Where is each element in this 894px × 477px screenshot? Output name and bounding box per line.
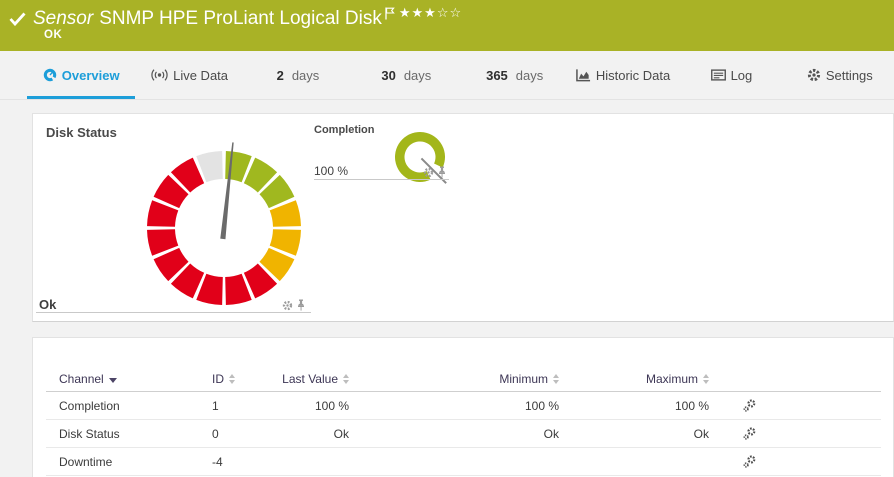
status-badge: OK — [44, 29, 63, 41]
edit-channel-icon[interactable] — [743, 399, 756, 412]
tab-label: Overview — [61, 67, 120, 83]
sort-both-icon — [343, 374, 349, 384]
pin-icon[interactable] — [296, 299, 306, 311]
table-row-disk-status[interactable]: Disk Status 0 Ok Ok Ok — [46, 420, 881, 448]
edit-channel-icon[interactable] — [743, 455, 756, 468]
sensor-titlebar: Sensor SNMP HPE ProLiant Logical Disk ★★… — [0, 0, 894, 51]
page-title: SNMP HPE ProLiant Logical Disk — [99, 8, 382, 29]
table-row-completion[interactable]: Completion 1 100 % 100 % 100 % — [46, 392, 881, 420]
tab-365-days[interactable]: 365 days — [486, 67, 544, 83]
sort-both-icon — [229, 374, 235, 384]
divider — [314, 179, 449, 180]
sort-both-icon — [553, 374, 559, 384]
completion-value: 100 % — [314, 164, 349, 178]
overview-panel: Disk Status Ok Completion 100 % — [32, 113, 894, 322]
channel-id: -4 — [212, 454, 223, 469]
gear-icon — [807, 68, 820, 82]
last-value: 100 % — [314, 398, 349, 413]
divider — [36, 312, 311, 313]
disk-status-gauge-title: Disk Status — [46, 125, 117, 140]
channel-name: Completion — [59, 398, 120, 413]
object-type-label: Sensor — [33, 8, 94, 29]
maximum-value: 100 % — [674, 398, 709, 413]
channel-table-panel: Channel ID Last Value Minimum Maximum — [32, 337, 894, 477]
edit-channel-icon[interactable] — [743, 427, 756, 440]
tab-settings[interactable]: Settings — [786, 51, 894, 99]
tab-historic-data[interactable]: Historic Data — [569, 51, 677, 99]
tab-label: Settings — [825, 67, 873, 83]
minimum-value: 100 % — [524, 398, 559, 413]
channel-name: Disk Status — [59, 426, 120, 441]
sort-both-icon — [703, 374, 709, 384]
priority-flag-icon[interactable] — [385, 7, 395, 25]
sort-desc-icon — [108, 377, 117, 383]
tab-2-days[interactable]: 2 days — [276, 67, 320, 83]
tab-live-data[interactable]: Live Data — [135, 51, 243, 99]
star-rating[interactable]: ★★★☆☆ — [398, 6, 463, 21]
gauge-icon — [43, 68, 56, 82]
tab-overview[interactable]: Overview — [27, 51, 136, 99]
tab-bar: Overview Live Data 2 days 30 days 365 da… — [0, 51, 894, 100]
tab-label: Historic Data — [595, 67, 671, 83]
chart-icon — [576, 69, 590, 82]
disk-status-value: Ok — [39, 297, 57, 312]
minimum-value: Ok — [543, 426, 559, 441]
tab-log[interactable]: Log — [677, 51, 785, 99]
channel-id: 0 — [212, 426, 219, 441]
last-value: Ok — [333, 426, 349, 441]
live-data-icon — [151, 69, 168, 81]
column-header-id[interactable]: ID — [209, 372, 279, 386]
channel-id: 1 — [212, 398, 219, 413]
column-header-channel[interactable]: Channel — [46, 372, 209, 386]
log-icon — [710, 69, 726, 81]
completion-gauge-title: Completion — [314, 124, 375, 136]
maximum-value: Ok — [693, 426, 709, 441]
pin-icon[interactable] — [437, 166, 447, 178]
table-row-downtime[interactable]: Downtime -4 — [46, 448, 881, 476]
tab-30-days[interactable]: 30 days — [381, 67, 432, 83]
disk-status-gauge — [147, 142, 301, 305]
column-header-maximum[interactable]: Maximum — [559, 372, 709, 386]
tab-label: Live Data — [173, 67, 229, 83]
completion-gauge — [395, 132, 447, 184]
tab-label: Log — [730, 67, 753, 83]
table-header-row: Channel ID Last Value Minimum Maximum — [46, 367, 881, 392]
gear-icon[interactable] — [282, 300, 293, 311]
gear-icon[interactable] — [423, 167, 434, 178]
column-header-last-value[interactable]: Last Value — [279, 372, 349, 386]
channel-table: Channel ID Last Value Minimum Maximum — [46, 367, 881, 476]
column-header-minimum[interactable]: Minimum — [349, 372, 559, 386]
status-check-icon — [9, 12, 26, 31]
channel-name: Downtime — [59, 454, 113, 469]
